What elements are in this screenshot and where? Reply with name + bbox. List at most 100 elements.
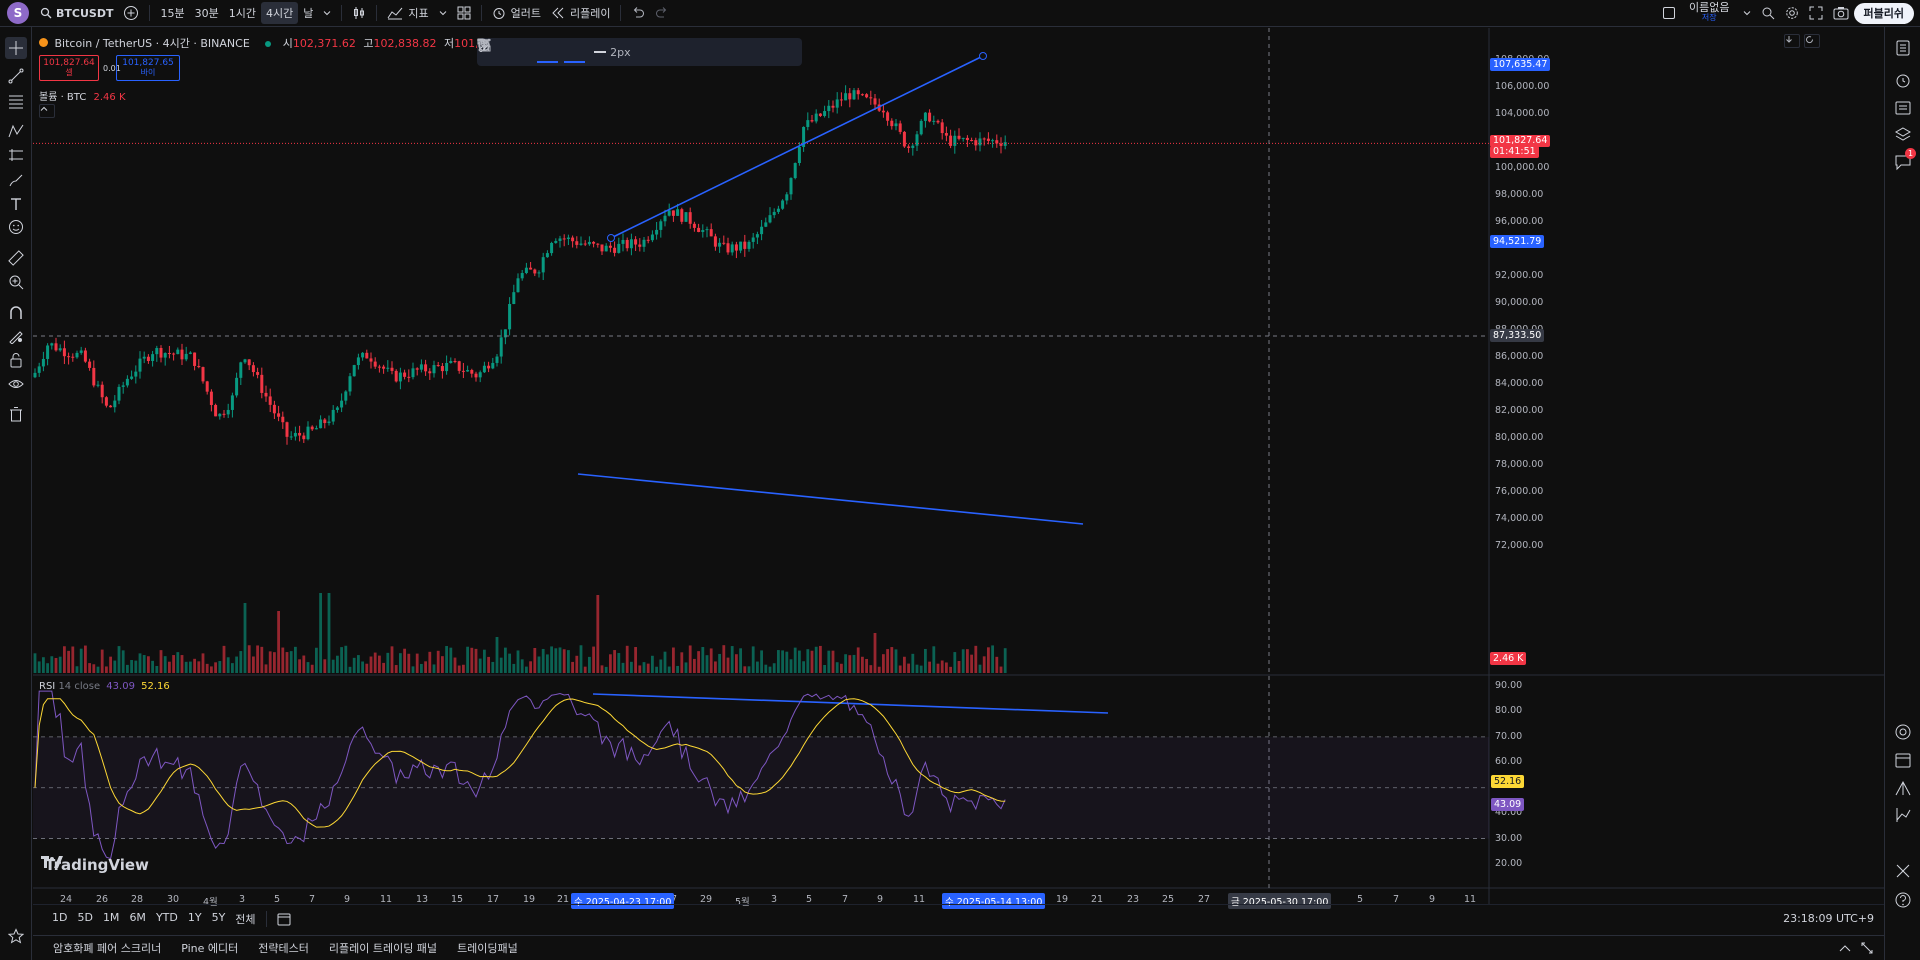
alerts-icon[interactable] <box>1892 69 1914 91</box>
interval-button[interactable]: 30분 <box>194 7 219 20</box>
templates-icon[interactable] <box>477 38 531 63</box>
candle-body <box>100 384 104 398</box>
chart-canvas[interactable] <box>33 28 1884 904</box>
crosshair-tool-icon[interactable] <box>5 37 27 59</box>
buy-button[interactable]: 101,827.65 바이 <box>116 55 180 81</box>
drawing-mode-icon[interactable] <box>5 325 27 347</box>
zoom-in-icon[interactable] <box>5 271 27 293</box>
favorites-star-icon[interactable] <box>5 925 27 947</box>
add-symbol-button[interactable] <box>118 2 144 24</box>
reset-scale-button[interactable] <box>1804 34 1820 48</box>
layers-icon[interactable] <box>1892 124 1914 146</box>
alert-button[interactable]: 얼러트 <box>487 2 546 24</box>
range-button[interactable]: 전체 <box>235 912 256 926</box>
strategy-icon[interactable] <box>1892 804 1914 826</box>
candle-body <box>718 242 722 247</box>
interval-button[interactable]: 1시간 <box>228 7 256 20</box>
more-icon[interactable] <box>477 38 796 63</box>
watchlist-icon[interactable] <box>1892 37 1914 59</box>
object-tree-icon[interactable] <box>1892 97 1914 119</box>
delete-drawing-icon[interactable] <box>478 41 769 63</box>
maximize-panel-button[interactable] <box>1856 937 1878 959</box>
fullscreen-button[interactable] <box>1804 2 1828 24</box>
interval-dropdown[interactable] <box>318 2 336 24</box>
lock-icon[interactable] <box>5 349 27 371</box>
redo-button[interactable] <box>650 2 674 24</box>
lock-drawing-icon[interactable] <box>479 39 742 63</box>
trendline-tool-icon[interactable] <box>5 65 27 87</box>
interval-button[interactable]: 4시간 <box>260 2 299 24</box>
candle-body <box>373 361 377 367</box>
line-color-icon[interactable] <box>478 41 559 63</box>
scale-menu-button[interactable] <box>1784 34 1800 48</box>
text-color-icon[interactable] <box>479 39 586 63</box>
time-tick-label: 5 <box>274 894 281 905</box>
indicator-templates-button[interactable] <box>434 2 452 24</box>
candle-body <box>461 370 465 372</box>
range-button[interactable]: 6M <box>129 910 146 924</box>
range-button[interactable]: 5D <box>77 910 93 924</box>
user-avatar[interactable]: S <box>7 2 29 24</box>
chat-icon[interactable]: 1 <box>1892 148 1916 173</box>
ideas-icon[interactable] <box>1892 721 1914 743</box>
line-width-button[interactable]: 2px <box>591 41 633 63</box>
indicators-button[interactable]: 지표 <box>382 2 433 24</box>
replay-button[interactable]: 리플레이 <box>546 2 615 24</box>
bottom-tab[interactable]: Pine 에디터 <box>181 942 239 955</box>
volume-bar <box>877 666 881 673</box>
pattern-tool-icon[interactable] <box>5 120 27 142</box>
line-style-icon[interactable] <box>477 39 660 63</box>
time-tick-label: 19 <box>1056 894 1069 905</box>
layout-menu-button[interactable] <box>1738 2 1756 24</box>
volume-bar <box>75 666 79 673</box>
ruler-tool-icon[interactable] <box>5 247 27 269</box>
range-button[interactable]: YTD <box>155 910 178 924</box>
candle-body <box>797 147 801 164</box>
publish-button[interactable]: 퍼블리쉬 <box>1853 2 1914 24</box>
data-window-icon[interactable] <box>1892 860 1914 882</box>
settings-button[interactable] <box>1780 2 1804 24</box>
magnet-icon[interactable] <box>5 302 27 324</box>
pine-scripts-icon[interactable] <box>1892 777 1914 799</box>
time-tick-label: 27 <box>1198 894 1211 905</box>
range-button[interactable]: 1D <box>52 910 68 924</box>
rsi-tick-label: 60.00 <box>1495 756 1523 768</box>
layout-name-button[interactable]: 이름없음 저장 <box>1681 2 1737 24</box>
range-button[interactable]: 5Y <box>211 910 226 924</box>
clock[interactable]: 23:18:09 UTC+9 <box>1783 912 1874 925</box>
date-range-bar: 1D 5D 1M 6M YTD 1Y 5Y 전체 23:18:09 UTC+9 <box>33 904 1884 932</box>
bottom-tab[interactable]: 트레이딩패널 <box>457 942 518 955</box>
fib-tool-icon[interactable] <box>5 90 27 112</box>
collapse-legend-button[interactable] <box>39 104 55 118</box>
settings-icon[interactable] <box>478 39 688 63</box>
text-tool-icon[interactable] <box>5 193 27 215</box>
bottom-tab[interactable]: 리플레이 트레이딩 패널 <box>328 942 438 955</box>
calendar-icon[interactable] <box>1892 749 1914 771</box>
undo-button[interactable] <box>626 2 650 24</box>
quick-search-button[interactable] <box>1756 2 1780 24</box>
sell-button[interactable]: 101,827.64 셀 <box>39 55 99 81</box>
range-button[interactable]: 1Y <box>187 910 202 924</box>
help-icon[interactable] <box>1892 889 1914 911</box>
chart-type-button[interactable] <box>347 2 371 24</box>
add-alert-icon[interactable] <box>478 40 715 63</box>
collapse-panel-button[interactable] <box>1834 937 1856 959</box>
brush-tool-icon[interactable] <box>5 169 27 191</box>
interval-button[interactable]: 날 <box>303 7 314 20</box>
chart-area[interactable]: Bitcoin / TetherUS · 4시간 · BINANCE 시102,… <box>33 28 1884 909</box>
layouts-button[interactable] <box>452 2 476 24</box>
trash-icon[interactable] <box>5 403 27 425</box>
range-button[interactable]: 1M <box>102 910 120 924</box>
forecast-tool-icon[interactable] <box>5 144 27 166</box>
interval-button[interactable]: 15분 <box>160 7 185 20</box>
layout-checkbox[interactable] <box>1657 2 1681 24</box>
volume-bar <box>701 647 705 673</box>
eye-icon[interactable] <box>5 373 27 395</box>
candle-body <box>634 239 638 245</box>
bottom-tab[interactable]: 암호화폐 페어 스크리너 <box>53 942 162 955</box>
go-to-date-button[interactable] <box>272 908 296 930</box>
symbol-search-button[interactable]: BTCUSDT <box>35 2 118 24</box>
snapshot-button[interactable] <box>1828 2 1854 24</box>
emoji-tool-icon[interactable] <box>5 216 27 238</box>
bottom-tab[interactable]: 전략테스터 <box>258 942 309 955</box>
